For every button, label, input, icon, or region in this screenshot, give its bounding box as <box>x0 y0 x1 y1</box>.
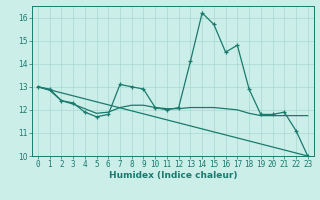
X-axis label: Humidex (Indice chaleur): Humidex (Indice chaleur) <box>108 171 237 180</box>
